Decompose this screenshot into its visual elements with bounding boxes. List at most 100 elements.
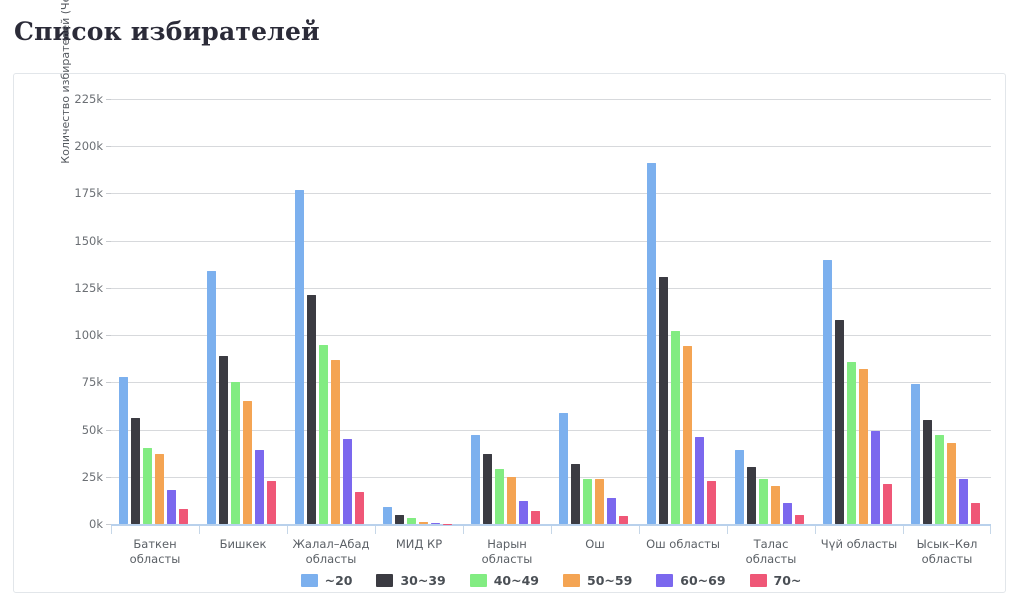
bar[interactable] bbox=[747, 467, 756, 524]
y-tick-label: 50k bbox=[81, 422, 103, 437]
bar[interactable] bbox=[295, 189, 304, 524]
bar[interactable] bbox=[959, 478, 968, 524]
bar[interactable] bbox=[495, 469, 504, 524]
legend-item[interactable]: 50~59 bbox=[563, 573, 632, 588]
bar[interactable] bbox=[847, 361, 856, 524]
bar[interactable] bbox=[119, 376, 128, 524]
legend-item[interactable]: 40~49 bbox=[469, 573, 539, 588]
x-axis-label: Бишкек bbox=[219, 537, 267, 551]
legend-swatch-icon bbox=[300, 574, 318, 587]
bar[interactable] bbox=[483, 454, 492, 524]
legend-label: 70~ bbox=[773, 573, 802, 588]
bar[interactable] bbox=[267, 480, 276, 524]
gridline bbox=[111, 335, 991, 337]
bar[interactable] bbox=[231, 382, 240, 524]
bar[interactable] bbox=[783, 503, 792, 524]
bar[interactable] bbox=[659, 276, 668, 524]
bar[interactable] bbox=[207, 270, 216, 524]
bar[interactable] bbox=[607, 497, 616, 524]
bar[interactable] bbox=[131, 418, 140, 524]
chart-panel: Количество избирателей (Чел) 0k 25k 50k 75k… bbox=[13, 0, 1006, 593]
bar[interactable] bbox=[255, 450, 264, 524]
bar[interactable] bbox=[735, 450, 744, 524]
bar[interactable] bbox=[471, 435, 480, 524]
y-tick-mark bbox=[106, 524, 111, 525]
gridline bbox=[111, 476, 991, 478]
y-tick-label: 175k bbox=[74, 186, 103, 201]
y-tick-label: 225k bbox=[74, 92, 103, 106]
bar[interactable] bbox=[883, 484, 892, 524]
x-axis-label: Нарын областы bbox=[481, 537, 533, 566]
bar[interactable] bbox=[595, 478, 604, 524]
bar[interactable] bbox=[583, 478, 592, 524]
bar[interactable] bbox=[519, 501, 528, 524]
bar[interactable] bbox=[935, 435, 944, 524]
bar[interactable] bbox=[823, 259, 832, 524]
y-tick-mark bbox=[106, 287, 111, 289]
category-separator bbox=[287, 526, 288, 534]
x-axis-label: Чүй областы bbox=[820, 537, 898, 551]
bar[interactable] bbox=[243, 401, 252, 524]
x-axis-label: Талас областы bbox=[745, 537, 797, 566]
bar[interactable] bbox=[707, 480, 716, 524]
bar[interactable] bbox=[947, 442, 956, 524]
bar[interactable] bbox=[911, 384, 920, 524]
bar-group bbox=[383, 99, 455, 524]
bar[interactable] bbox=[671, 331, 680, 524]
bar[interactable] bbox=[695, 437, 704, 524]
y-tick-label: 150k bbox=[74, 233, 103, 248]
bar[interactable] bbox=[531, 510, 540, 524]
bar[interactable] bbox=[871, 431, 880, 524]
bar[interactable] bbox=[355, 491, 364, 524]
bar[interactable] bbox=[795, 514, 804, 524]
bar[interactable] bbox=[307, 295, 316, 524]
bar[interactable] bbox=[835, 320, 844, 524]
bar[interactable] bbox=[343, 439, 352, 524]
legend-label: 40~49 bbox=[493, 573, 539, 588]
plot-area: Количество избирателей (Чел) 0k 25k 50k 75k… bbox=[59, 0, 991, 588]
bar[interactable] bbox=[507, 476, 516, 524]
bar[interactable] bbox=[419, 522, 428, 524]
bar[interactable] bbox=[155, 454, 164, 524]
legend-label: 30~39 bbox=[400, 573, 446, 588]
legend-swatch-icon bbox=[656, 574, 674, 587]
gridline bbox=[111, 193, 991, 195]
bar[interactable] bbox=[219, 355, 228, 524]
bar[interactable] bbox=[571, 463, 580, 524]
legend-item[interactable]: ~20 bbox=[300, 573, 352, 588]
bar[interactable] bbox=[167, 490, 176, 524]
x-axis-label: Ош bbox=[585, 537, 605, 551]
gridline bbox=[111, 382, 991, 384]
bar[interactable] bbox=[431, 523, 440, 524]
bar[interactable] bbox=[971, 503, 980, 524]
y-tick-mark bbox=[106, 146, 111, 148]
bar[interactable] bbox=[647, 163, 656, 524]
bar[interactable] bbox=[383, 507, 392, 524]
bar[interactable] bbox=[683, 346, 692, 524]
bar[interactable] bbox=[179, 508, 188, 524]
bar[interactable] bbox=[395, 514, 404, 524]
y-tick-mark bbox=[106, 476, 111, 478]
bar-group bbox=[911, 99, 983, 524]
gridline bbox=[111, 146, 991, 148]
bar[interactable] bbox=[771, 486, 780, 524]
legend-item[interactable]: 60~69 bbox=[656, 573, 726, 588]
bar[interactable] bbox=[923, 420, 932, 524]
bar[interactable] bbox=[559, 412, 568, 524]
gridline bbox=[111, 240, 991, 242]
bar[interactable] bbox=[331, 359, 340, 524]
category-separator bbox=[111, 526, 112, 534]
bar[interactable] bbox=[859, 369, 868, 524]
legend-item[interactable]: 30~39 bbox=[376, 573, 446, 588]
bar[interactable] bbox=[759, 478, 768, 524]
bar[interactable] bbox=[407, 518, 416, 524]
y-tick-mark bbox=[106, 240, 111, 242]
bar[interactable] bbox=[619, 516, 628, 524]
bar[interactable] bbox=[319, 344, 328, 524]
legend-item[interactable]: 70~ bbox=[749, 573, 802, 588]
category-separator bbox=[990, 526, 991, 534]
bar[interactable] bbox=[143, 448, 152, 524]
y-tick-label: 200k bbox=[74, 139, 103, 154]
legend-swatch-icon bbox=[563, 574, 580, 587]
x-axis-label: Баткен областы bbox=[129, 537, 181, 566]
